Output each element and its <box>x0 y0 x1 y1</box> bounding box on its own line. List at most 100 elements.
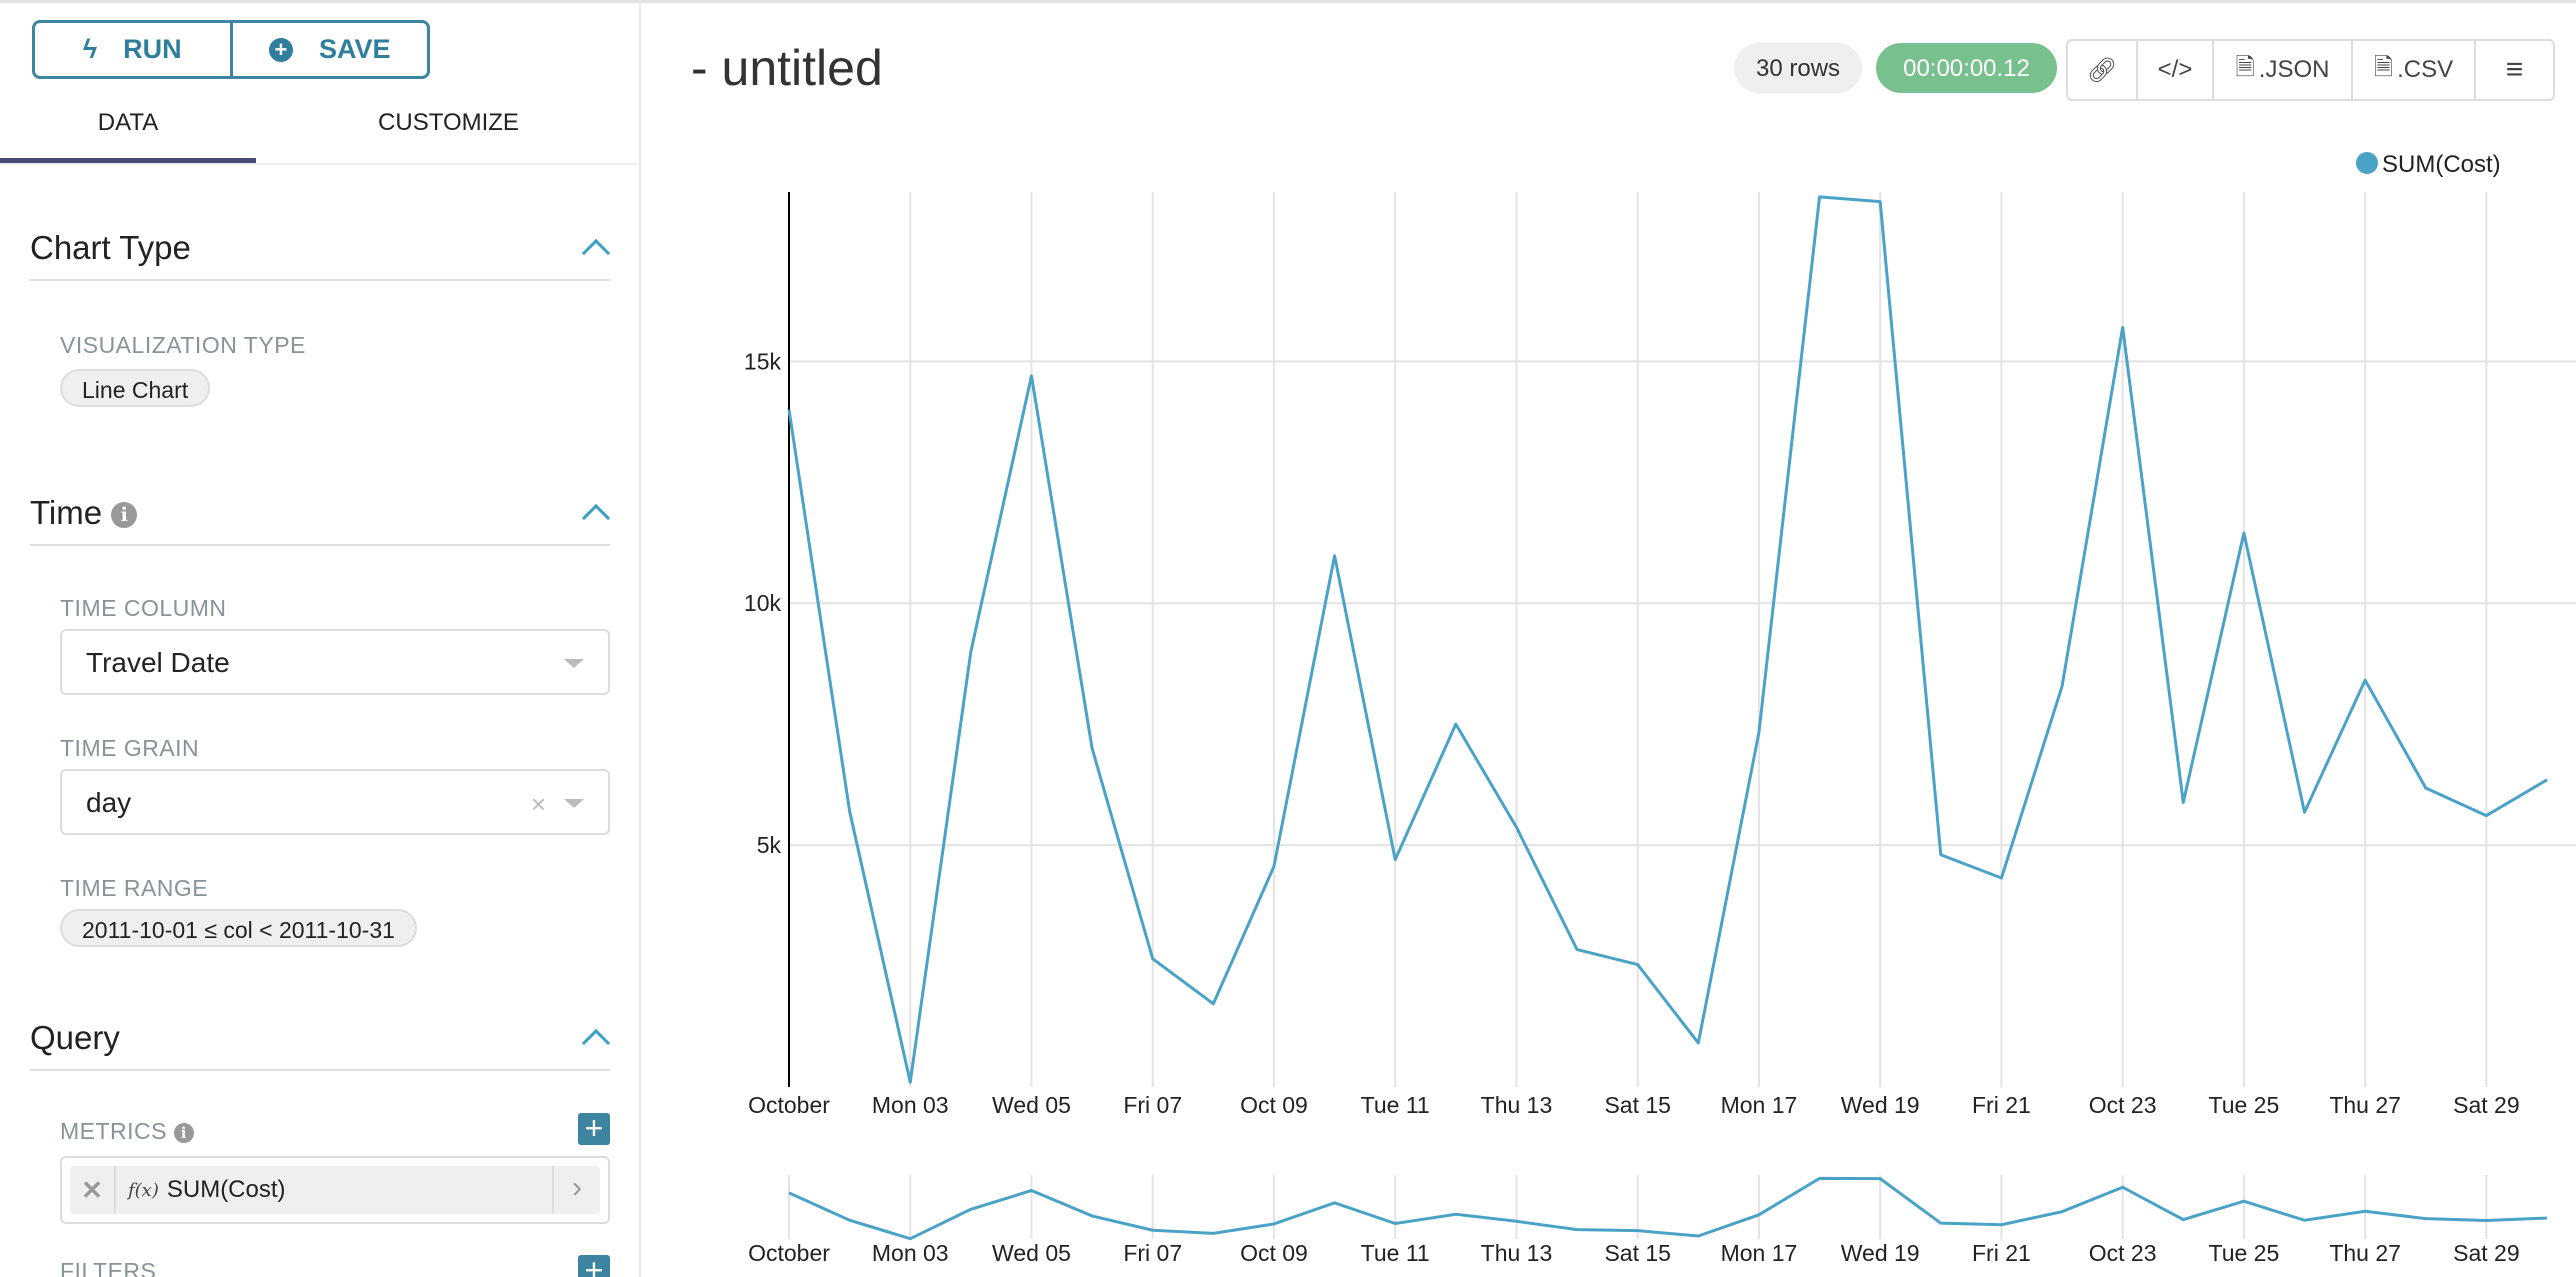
x-tick-label: Oct 23 <box>2089 1092 2157 1118</box>
menu-button[interactable]: ≡ <box>2476 41 2553 99</box>
hamburger-icon: ≡ <box>2505 53 2524 86</box>
section-time[interactable]: Time i <box>30 494 611 546</box>
embed-button[interactable]: </> <box>2138 41 2214 99</box>
metric-label: SUM(Cost) <box>166 1176 286 1203</box>
function-icon: f(x) <box>128 1179 159 1201</box>
run-button[interactable]: ϟ RUN <box>35 23 230 76</box>
remove-icon[interactable]: ✕ <box>70 1166 116 1214</box>
metric-tag[interactable]: ✕ f(x) SUM(Cost) › <box>70 1166 600 1214</box>
tab-data[interactable]: DATA <box>0 95 256 163</box>
time-grain-label: TIME GRAIN <box>60 735 200 761</box>
select-value: Travel Date <box>86 647 230 678</box>
brush-tick-label: Oct 23 <box>2089 1240 2157 1266</box>
brush-tick-label: Thu 27 <box>2329 1240 2401 1266</box>
data-point <box>1815 192 1825 202</box>
export-csv-button[interactable]: 🗎 .CSV <box>2353 41 2476 99</box>
section-title: Time <box>30 494 103 531</box>
info-icon[interactable]: i <box>111 502 138 528</box>
x-tick-label: Mon 17 <box>1721 1092 1798 1118</box>
time-grain-select[interactable]: day × <box>60 769 610 835</box>
save-button[interactable]: + SAVE <box>229 23 428 76</box>
legend-label: SUM(Cost) <box>2382 151 2501 178</box>
chevron-right-icon[interactable]: › <box>552 1166 600 1214</box>
x-tick-label: Mon 03 <box>872 1092 949 1118</box>
metrics-label-text: METRICS <box>60 1118 167 1144</box>
row-count-badge: 30 rows <box>1734 43 1863 93</box>
brush-tick-label: Mon 03 <box>872 1240 949 1266</box>
export-json-button[interactable]: 🗎 .JSON <box>2214 41 2353 99</box>
x-tick-label: Sat 15 <box>1604 1092 1671 1118</box>
file-text-icon: 🗎 <box>2373 53 2394 81</box>
section-title: Chart Type <box>30 229 191 266</box>
bolt-icon: ϟ <box>82 34 98 64</box>
run-label: RUN <box>123 34 182 64</box>
query-duration-badge: 00:00:00.12 <box>1876 43 2057 93</box>
x-tick-label: Thu 27 <box>2329 1092 2401 1118</box>
data-point <box>1936 850 1946 860</box>
data-point <box>1269 861 1279 871</box>
data-point <box>1633 960 1643 970</box>
brush-tick-label: October <box>748 1240 830 1266</box>
y-tick-label: 15k <box>744 348 782 374</box>
brush-tick-label: Thu 13 <box>1481 1240 1553 1266</box>
x-tick-label: Fri 07 <box>1123 1092 1182 1118</box>
info-icon[interactable]: i <box>173 1123 194 1143</box>
data-point <box>2542 775 2552 785</box>
x-tick-label: Tue 25 <box>2209 1092 2280 1118</box>
link-button[interactable]: 🔗︎ <box>2068 41 2138 99</box>
legend-swatch <box>2356 152 2378 174</box>
filters-label: FILTERS <box>60 1258 157 1277</box>
tab-customize[interactable]: CUSTOMIZE <box>378 109 519 136</box>
x-tick-label: Sat 29 <box>2453 1092 2520 1118</box>
run-save-group: ϟ RUN + SAVE <box>32 20 430 79</box>
brush-tick-label: Fri 21 <box>1972 1240 2031 1266</box>
brush-tick-label: Sat 29 <box>2453 1240 2520 1266</box>
data-point <box>1693 1038 1703 1048</box>
viz-type-pill[interactable]: Line Chart <box>60 369 211 407</box>
data-point <box>2118 322 2128 332</box>
section-chart-type[interactable]: Chart Type <box>30 229 611 281</box>
add-filter-button[interactable]: + <box>578 1254 610 1277</box>
link-icon: 🔗︎ <box>2086 56 2118 84</box>
chart-title[interactable]: - untitled <box>691 40 883 96</box>
caret-down-icon <box>564 659 584 668</box>
data-point <box>1390 855 1400 865</box>
metrics-label: METRICS i <box>60 1118 194 1145</box>
brush-tick-label: Oct 09 <box>1240 1240 1308 1266</box>
data-point <box>2481 811 2491 821</box>
add-metric-button[interactable]: + <box>578 1112 610 1145</box>
x-tick-label: Wed 05 <box>992 1092 1071 1118</box>
clear-icon[interactable]: × <box>530 789 546 819</box>
data-point <box>1875 197 1885 207</box>
brush-tick-label: Tue 25 <box>2209 1240 2280 1266</box>
metrics-input[interactable]: ✕ f(x) SUM(Cost) › <box>60 1156 610 1224</box>
y-tick-label: 5k <box>757 832 782 858</box>
viz-type-label: VISUALIZATION TYPE <box>60 332 306 358</box>
time-range-pill[interactable]: 2011-10-01 ≤ col < 2011-10-31 <box>60 909 417 947</box>
data-point <box>2300 807 2310 817</box>
legend-item[interactable]: SUM(Cost) <box>2356 151 2501 178</box>
section-query[interactable]: Query <box>30 1019 611 1071</box>
data-point <box>966 647 976 657</box>
section-title: Query <box>30 1019 120 1056</box>
json-label: .JSON <box>2258 56 2330 83</box>
caret-down-icon <box>564 799 584 808</box>
chart-actions: 🔗︎ </> 🗎 .JSON 🗎 .CSV ≡ <box>2066 39 2555 101</box>
line-chart: 5k 10k 15k October October Mon 03 Mon 03 Wed 05… <box>744 151 2576 1266</box>
brush-tick-label: Fri 07 <box>1123 1240 1182 1266</box>
file-code-icon: 🗎 <box>2235 53 2255 81</box>
x-tick-label: Fri 21 <box>1972 1092 2031 1118</box>
time-range-label: TIME RANGE <box>60 875 209 901</box>
brush-tick-label: Wed 19 <box>1841 1240 1920 1266</box>
x-tick-label: October <box>748 1092 830 1118</box>
time-column-label: TIME COLUMN <box>60 595 227 621</box>
save-label: SAVE <box>318 34 391 64</box>
data-point <box>2421 783 2431 793</box>
series-line <box>787 195 2548 1084</box>
data-point <box>2178 798 2188 808</box>
time-column-select[interactable]: Travel Date <box>60 629 610 695</box>
csv-label: .CSV <box>2397 56 2454 83</box>
x-tick-label: Tue 11 <box>1361 1092 1430 1118</box>
brush-tick-label: Wed 05 <box>992 1240 1071 1266</box>
control-panel: ϟ RUN + SAVE DATA CUSTOMIZE Chart Type VIS… <box>0 3 641 1277</box>
